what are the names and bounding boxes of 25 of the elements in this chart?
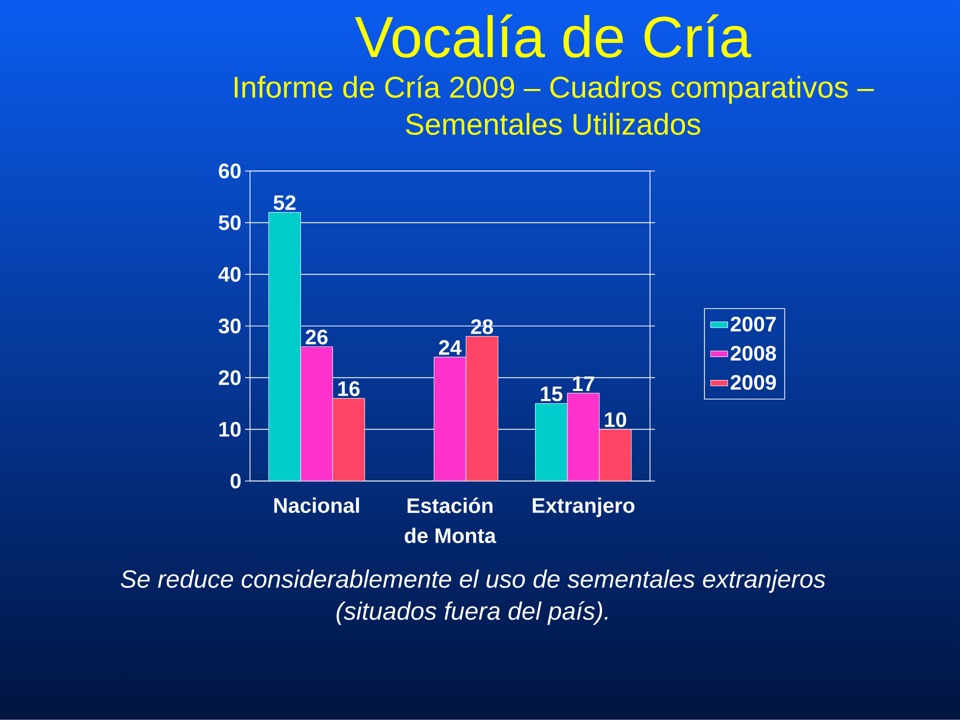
y-tick-label: 50 <box>218 215 241 230</box>
chart-title: Vocalía de Cría <box>354 14 752 58</box>
y-tick-label: 40 <box>218 266 241 282</box>
x-tick-label: Extranjero <box>532 498 634 518</box>
data-label: 16 <box>338 381 360 396</box>
bar <box>332 398 365 481</box>
y-tick-label: 30 <box>218 318 241 334</box>
data-label: 24 <box>439 340 462 355</box>
data-label: 15 <box>540 386 562 402</box>
legend-label: 2008 <box>730 346 776 361</box>
data-label: 52 <box>274 195 296 210</box>
x-tick-label: Nacional <box>274 498 359 513</box>
x-tick-label: Estación de Monta <box>404 498 496 544</box>
bar <box>599 429 632 481</box>
data-label: 26 <box>306 330 328 344</box>
y-tick-label: 60 <box>218 164 241 178</box>
y-tick-label: 0 <box>230 474 241 488</box>
y-tick-label: 10 <box>219 422 241 437</box>
y-tick-label: 20 <box>218 370 241 386</box>
legend-label: 2009 <box>730 374 776 390</box>
chart-subtitle: Informe de Cría 2009 – Cuadros comparativos – Sementales Utilizados <box>234 76 874 135</box>
legend-label: 2007 <box>730 316 776 332</box>
bar <box>466 336 498 481</box>
text: Se reduce considerablemente el uso de sementales extranjeros (situados fuera del país). <box>120 570 826 625</box>
data-label: 10 <box>604 412 626 428</box>
